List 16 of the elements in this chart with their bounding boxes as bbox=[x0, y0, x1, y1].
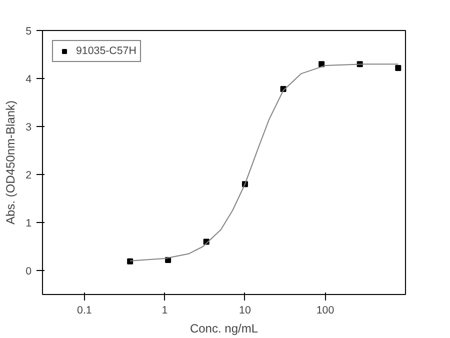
y-tick-label: 0 bbox=[26, 266, 32, 278]
x-tick-label: 0.1 bbox=[77, 304, 92, 316]
x-axis-title: Conc. ng/mL bbox=[190, 322, 258, 336]
point bbox=[395, 64, 402, 71]
x-tick-label: 100 bbox=[316, 304, 334, 316]
y-tick-label: 3 bbox=[26, 122, 32, 134]
y-axis-title: Abs. (OD450nm-Blank) bbox=[4, 100, 18, 225]
y-tick-label: 1 bbox=[26, 218, 32, 230]
y-tick-label: 5 bbox=[26, 26, 32, 38]
x-tick-label: 10 bbox=[239, 304, 251, 316]
y-tick-label: 2 bbox=[26, 170, 32, 182]
point bbox=[318, 61, 325, 68]
x-tick-label: 1 bbox=[162, 304, 168, 316]
y-tick-label: 4 bbox=[26, 74, 32, 86]
point bbox=[127, 258, 134, 264]
legend-label: 91035-C57H bbox=[76, 45, 136, 57]
